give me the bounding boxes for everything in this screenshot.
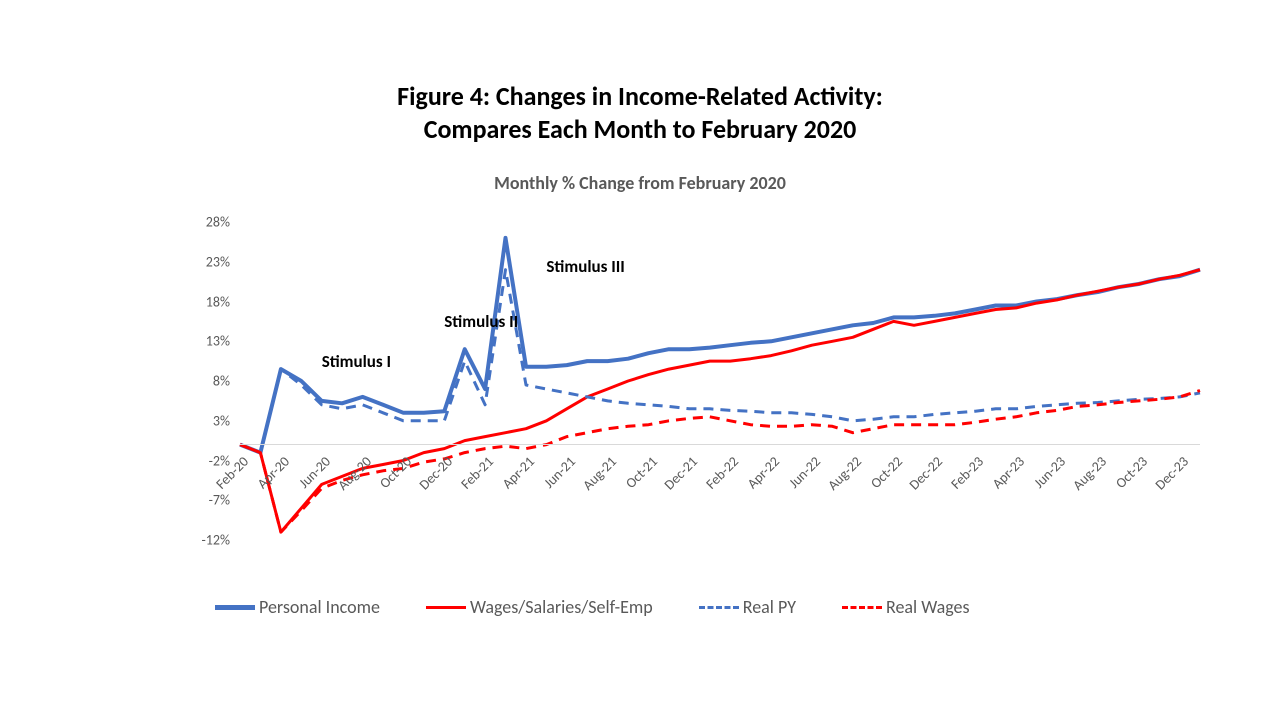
legend-swatch xyxy=(699,606,739,609)
legend-swatch xyxy=(215,605,255,610)
legend-item: Wages/Salaries/Self-Emp xyxy=(426,596,653,618)
y-tick-label: 18% xyxy=(206,293,230,310)
chart-svg xyxy=(240,222,1200,540)
legend: Personal Income Wages/Salaries/Self-Emp Re… xyxy=(215,596,970,618)
annotation-label: Stimulus III xyxy=(546,256,624,277)
y-tick-label: 28% xyxy=(206,214,230,231)
series-line xyxy=(240,270,1200,532)
legend-label: Real Wages xyxy=(886,596,970,618)
series-line xyxy=(240,238,1200,453)
legend-label: Wages/Salaries/Self-Emp xyxy=(470,596,653,618)
y-tick-label: -12% xyxy=(202,532,231,549)
y-tick-label: 23% xyxy=(206,253,230,270)
y-tick-label: 3% xyxy=(213,412,230,429)
y-tick-label: -7% xyxy=(209,492,230,509)
legend-item: Personal Income xyxy=(215,596,380,618)
x-axis-line xyxy=(240,444,1200,445)
chart-subtitle: Monthly % Change from February 2020 xyxy=(0,172,1280,194)
annotation-label: Stimulus II xyxy=(444,311,518,332)
annotation-label: Stimulus I xyxy=(322,351,391,372)
legend-label: Personal Income xyxy=(259,596,380,618)
legend-item: Real PY xyxy=(699,596,796,618)
y-tick-label: 8% xyxy=(213,373,230,390)
title-line-2: Compares Each Month to February 2020 xyxy=(424,113,857,145)
y-tick-label: 13% xyxy=(206,333,230,350)
title-line-1: Figure 4: Changes in Income-Related Acti… xyxy=(397,80,883,112)
legend-label: Real PY xyxy=(743,596,796,618)
legend-swatch xyxy=(426,606,466,609)
plot-area: -12%-7%-2%3%8%13%18%23%28%Feb-20Apr-20Ju… xyxy=(240,222,1200,540)
figure-container: Figure 4: Changes in Income-Related Acti… xyxy=(0,0,1280,720)
legend-swatch xyxy=(842,606,882,609)
legend-item: Real Wages xyxy=(842,596,970,618)
chart-title: Figure 4: Changes in Income-Related Acti… xyxy=(0,80,1280,145)
